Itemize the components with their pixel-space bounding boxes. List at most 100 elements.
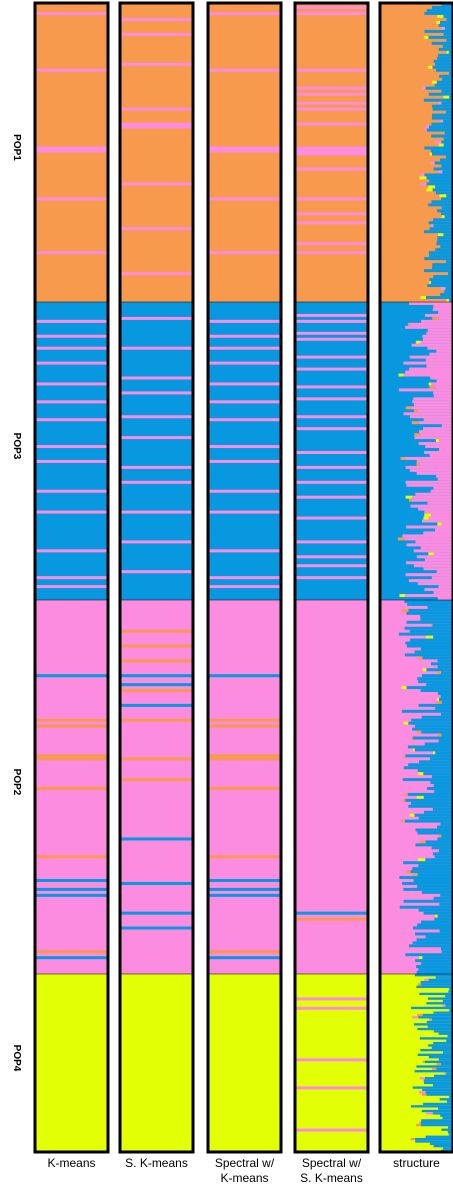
admixture-segment bbox=[406, 483, 453, 487]
misassigned-individual bbox=[295, 86, 368, 90]
admixture-segment bbox=[410, 1105, 415, 1108]
misassigned-individual bbox=[208, 146, 281, 150]
admixture-segment bbox=[401, 819, 405, 823]
misassigned-individual bbox=[295, 495, 368, 499]
admixture-segment bbox=[406, 644, 453, 648]
misassigned-individual bbox=[295, 122, 368, 126]
admixture-segment bbox=[428, 35, 453, 39]
admixture-segment bbox=[436, 1067, 453, 1071]
admixture-segment bbox=[440, 293, 447, 297]
admixture-segment bbox=[408, 608, 453, 612]
misassigned-individual bbox=[35, 893, 108, 897]
misassigned-individual bbox=[120, 911, 193, 915]
admixture-segment bbox=[402, 798, 406, 802]
admixture-segment bbox=[438, 316, 453, 320]
admixture-segment bbox=[434, 83, 453, 87]
admixture-segment bbox=[437, 733, 442, 737]
admixture-segment bbox=[405, 495, 413, 499]
admixture-segment bbox=[419, 760, 423, 764]
admixture-segment bbox=[420, 769, 453, 773]
admixture-segment bbox=[414, 974, 453, 977]
admixture-segment bbox=[422, 956, 453, 960]
admixture-segment bbox=[441, 26, 445, 30]
misassigned-individual bbox=[295, 221, 368, 225]
admixture-segment bbox=[444, 1072, 447, 1075]
misassigned-individual bbox=[120, 122, 193, 126]
admixture-segment bbox=[412, 736, 453, 740]
admixture-segment bbox=[441, 164, 453, 168]
admixture-segment bbox=[440, 822, 453, 826]
misassigned-individual bbox=[295, 5, 368, 9]
admixture-segment bbox=[426, 1093, 453, 1096]
admixture-segment bbox=[423, 772, 453, 776]
admixture-segment bbox=[427, 605, 453, 609]
admixture-segment bbox=[421, 890, 426, 894]
admixture-segment bbox=[448, 71, 453, 75]
admixture-segment bbox=[436, 68, 453, 72]
admixture-segment bbox=[424, 451, 453, 454]
misassigned-individual bbox=[295, 313, 368, 317]
admixture-segment bbox=[448, 1126, 453, 1129]
admixture-segment bbox=[444, 215, 453, 219]
admixture-segment bbox=[405, 792, 408, 796]
admixture-segment bbox=[425, 86, 453, 90]
admixture-segment bbox=[418, 442, 453, 446]
admixture-segment bbox=[434, 501, 453, 505]
admixture-segment bbox=[432, 107, 453, 111]
admixture-segment bbox=[409, 813, 415, 817]
admixture-segment bbox=[426, 176, 453, 180]
admixture-segment bbox=[430, 149, 453, 153]
admixture-segment bbox=[413, 409, 418, 413]
admixture-segment bbox=[447, 1130, 453, 1134]
admixture-segment bbox=[436, 379, 453, 383]
admixture-segment bbox=[438, 101, 442, 105]
admixture-segment bbox=[417, 656, 423, 660]
admixture-segment bbox=[433, 1030, 437, 1033]
misassigned-individual bbox=[295, 427, 368, 431]
admixture-segment bbox=[433, 59, 453, 63]
admixture-segment bbox=[420, 433, 453, 437]
column-label: structure bbox=[393, 1156, 440, 1170]
admixture-segment bbox=[436, 474, 453, 478]
column-0 bbox=[33, 1, 110, 1154]
admixture-segment bbox=[446, 299, 450, 302]
misassigned-individual bbox=[35, 68, 108, 72]
admixture-segment bbox=[408, 804, 453, 808]
admixture-segment bbox=[437, 659, 453, 663]
admixture-segment bbox=[420, 182, 427, 186]
misassigned-individual bbox=[295, 516, 368, 520]
admixture-segment bbox=[412, 1016, 419, 1019]
admixture-segment bbox=[405, 388, 453, 392]
admixture-segment bbox=[442, 53, 453, 57]
admixture-segment bbox=[416, 555, 453, 559]
misassigned-individual bbox=[120, 346, 193, 350]
admixture-segment bbox=[432, 316, 439, 320]
misassigned-individual bbox=[35, 724, 108, 728]
admixture-segment bbox=[443, 233, 453, 237]
admixture-segment bbox=[426, 182, 453, 186]
admixture-segment bbox=[446, 155, 453, 159]
admixture-segment bbox=[417, 1013, 423, 1017]
admixture-segment bbox=[422, 1060, 425, 1063]
admixture-segment bbox=[409, 629, 416, 633]
misassigned-individual bbox=[208, 346, 281, 350]
misassigned-individual bbox=[295, 1006, 368, 1010]
misassigned-individual bbox=[35, 510, 108, 514]
admixture-segment bbox=[416, 795, 424, 799]
admixture-segment bbox=[421, 1119, 453, 1122]
admixture-segment bbox=[429, 331, 453, 335]
population-label-pop4: POP4 bbox=[11, 1045, 22, 1072]
admixture-segment bbox=[435, 185, 453, 189]
admixture-segment bbox=[411, 1006, 418, 1010]
misassigned-individual bbox=[295, 415, 368, 419]
admixture-segment bbox=[418, 1016, 453, 1019]
admixture-segment bbox=[405, 573, 453, 577]
admixture-segment bbox=[437, 697, 439, 701]
admixture-segment bbox=[406, 870, 411, 874]
admixture-segment bbox=[426, 1079, 453, 1082]
admixture-segment bbox=[445, 995, 453, 998]
misassigned-individual bbox=[208, 950, 281, 954]
admixture-segment bbox=[423, 971, 453, 974]
admixture-segment bbox=[438, 697, 453, 701]
admixture-segment bbox=[449, 988, 453, 991]
